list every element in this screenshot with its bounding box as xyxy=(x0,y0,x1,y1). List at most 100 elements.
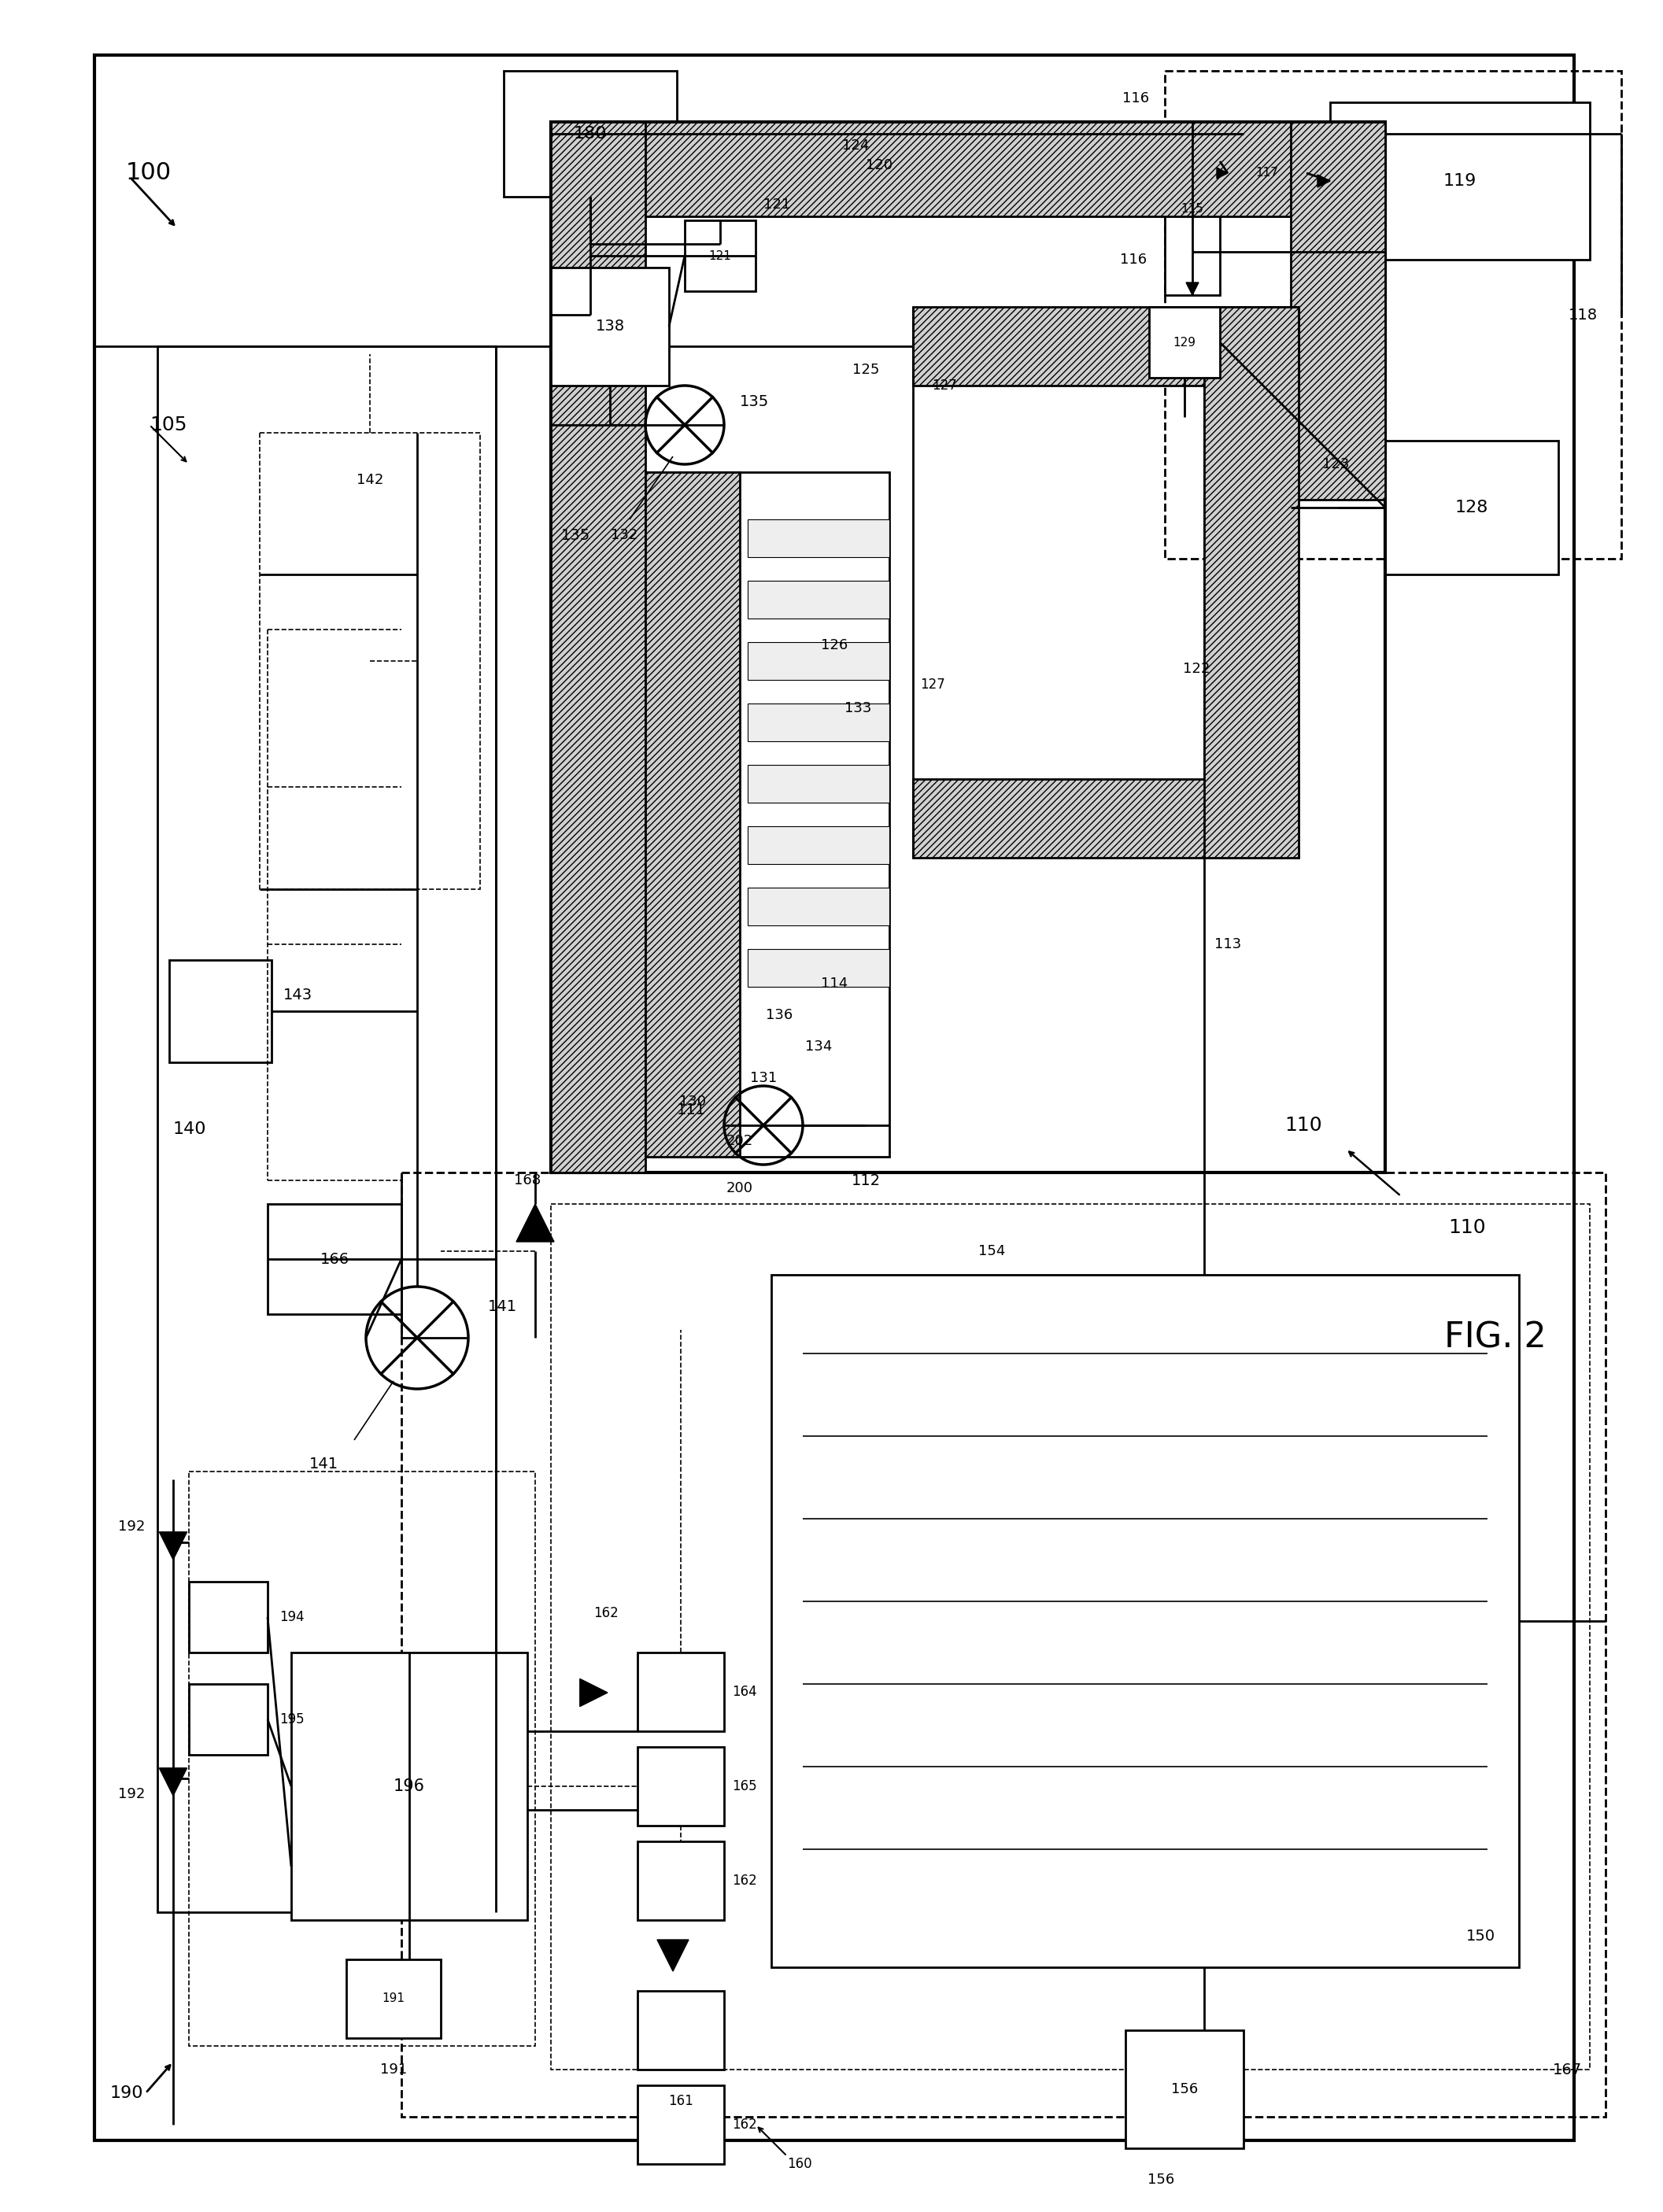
Text: 202: 202 xyxy=(727,1135,753,1148)
Bar xyxy=(259,434,481,889)
Text: 113: 113 xyxy=(1214,938,1241,951)
Text: 111: 111 xyxy=(677,1102,707,1117)
Text: 127: 127 xyxy=(920,677,945,692)
Bar xyxy=(645,471,890,1157)
Bar xyxy=(685,221,755,292)
Bar xyxy=(748,641,890,679)
Text: 134: 134 xyxy=(805,1040,832,1053)
Text: 125: 125 xyxy=(851,363,880,376)
Polygon shape xyxy=(1317,175,1330,188)
Bar xyxy=(748,703,890,741)
Text: 167: 167 xyxy=(1553,2062,1582,2077)
Text: 192: 192 xyxy=(118,1787,145,1801)
Text: 168: 168 xyxy=(514,1172,540,1188)
Polygon shape xyxy=(516,1203,554,1241)
Text: 162: 162 xyxy=(732,2117,757,2132)
Text: 118: 118 xyxy=(1568,307,1598,323)
Polygon shape xyxy=(580,1679,607,1705)
Text: 192: 192 xyxy=(118,1520,145,1533)
Text: 130: 130 xyxy=(679,1095,707,1108)
Bar xyxy=(1164,71,1621,560)
Bar xyxy=(550,268,669,385)
Text: 117: 117 xyxy=(1256,168,1279,179)
Text: 135: 135 xyxy=(740,394,768,409)
Bar xyxy=(645,471,740,1157)
Text: 140: 140 xyxy=(173,1121,206,1137)
Bar xyxy=(748,765,890,803)
Bar xyxy=(637,1652,723,1732)
Text: 191: 191 xyxy=(381,2062,407,2077)
Bar xyxy=(95,347,1204,2141)
Text: 138: 138 xyxy=(595,319,625,334)
Text: 141: 141 xyxy=(487,1298,517,1314)
Bar xyxy=(748,827,890,865)
Text: 156: 156 xyxy=(1171,2081,1197,2097)
Bar xyxy=(1149,307,1221,378)
Bar xyxy=(1385,440,1558,575)
Text: 165: 165 xyxy=(732,1778,757,1794)
Bar xyxy=(170,960,271,1062)
Text: 115: 115 xyxy=(1181,204,1204,215)
Polygon shape xyxy=(160,1533,186,1559)
Bar xyxy=(637,1840,723,1920)
Bar xyxy=(158,347,496,1911)
Bar xyxy=(913,307,1299,385)
Polygon shape xyxy=(657,1940,688,1971)
Bar xyxy=(291,1652,527,1920)
Text: 154: 154 xyxy=(978,1243,1004,1259)
Text: 150: 150 xyxy=(1467,1929,1495,1944)
Text: 129: 129 xyxy=(1172,336,1196,347)
Text: 195: 195 xyxy=(279,1712,304,1728)
Bar xyxy=(637,1747,723,1825)
Text: 166: 166 xyxy=(319,1252,349,1267)
Text: 200: 200 xyxy=(727,1181,753,1194)
Polygon shape xyxy=(160,1767,186,1796)
Text: 112: 112 xyxy=(851,1172,880,1188)
Text: 143: 143 xyxy=(283,989,313,1002)
Text: 100: 100 xyxy=(126,161,171,184)
Polygon shape xyxy=(1186,283,1199,294)
Bar xyxy=(190,1471,535,2046)
Bar xyxy=(95,55,1575,2141)
Bar xyxy=(268,1203,401,1314)
Text: 114: 114 xyxy=(822,975,848,991)
Text: 196: 196 xyxy=(394,1778,426,1794)
Bar xyxy=(1164,122,1221,294)
Bar xyxy=(1330,102,1590,259)
Bar xyxy=(1290,122,1385,500)
Text: 120: 120 xyxy=(866,159,893,173)
Text: 126: 126 xyxy=(822,639,848,653)
Text: 191: 191 xyxy=(382,1993,404,2004)
Text: 190: 190 xyxy=(110,2086,143,2101)
Text: 161: 161 xyxy=(669,2095,693,2108)
Bar xyxy=(550,122,1385,1172)
Text: 141: 141 xyxy=(309,1455,339,1471)
Bar xyxy=(748,520,890,557)
Bar xyxy=(550,1203,1590,2070)
Text: 110: 110 xyxy=(1285,1115,1322,1135)
Bar xyxy=(748,887,890,925)
Text: 164: 164 xyxy=(732,1686,757,1699)
Text: 136: 136 xyxy=(765,1009,793,1022)
Text: 127: 127 xyxy=(931,378,956,394)
Bar xyxy=(190,1582,268,1652)
Text: 124: 124 xyxy=(841,139,870,153)
Bar xyxy=(748,949,890,987)
Text: 194: 194 xyxy=(279,1610,304,1624)
Bar xyxy=(748,582,890,619)
Text: 162: 162 xyxy=(732,1874,757,1887)
Bar xyxy=(190,1683,268,1754)
Text: 128: 128 xyxy=(1455,500,1488,515)
Text: 162: 162 xyxy=(594,1606,619,1619)
Text: 133: 133 xyxy=(845,701,871,714)
Bar xyxy=(1204,307,1299,858)
Text: 123: 123 xyxy=(1322,458,1349,471)
Text: 105: 105 xyxy=(150,416,186,434)
Text: 110: 110 xyxy=(1448,1219,1485,1237)
Text: 121: 121 xyxy=(763,197,790,212)
Text: 156: 156 xyxy=(1147,2172,1174,2188)
Polygon shape xyxy=(1217,168,1227,179)
Text: 142: 142 xyxy=(356,473,384,487)
Bar xyxy=(637,2086,723,2163)
Text: 135: 135 xyxy=(560,529,590,542)
